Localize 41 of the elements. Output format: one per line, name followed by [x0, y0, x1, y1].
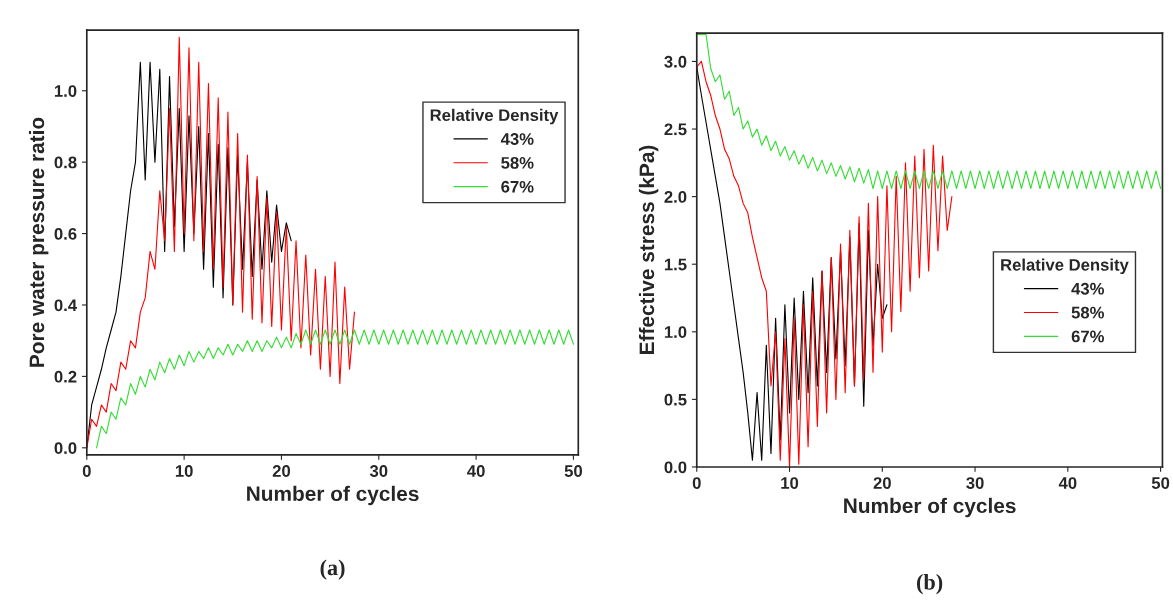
legend-label: 58% — [501, 156, 534, 169]
x-axis-title: Number of cycles — [247, 485, 419, 506]
x-tick-label: 10 — [175, 465, 193, 477]
x-tick-label: 20 — [272, 465, 291, 477]
legend-label: 43% — [1071, 282, 1105, 295]
x-tick-label: 10 — [781, 477, 799, 489]
legend-label: 43% — [500, 133, 534, 145]
y-tick-label: 0.0 — [664, 461, 687, 474]
y-tick-label: 0.0 — [54, 442, 77, 455]
x-tick-label: 20 — [873, 477, 891, 489]
legend-label: 67% — [501, 180, 534, 193]
x-tick-label: 40 — [1058, 477, 1077, 489]
legend-label: 58% — [1071, 306, 1105, 319]
legend-title: Relative Density — [1001, 258, 1129, 275]
y-tick-label: 2.0 — [664, 191, 687, 203]
y-tick-label: 0.8 — [54, 156, 77, 169]
y-tick-label: 1.5 — [664, 258, 687, 271]
x-axis-title: Number of cycles — [844, 497, 1016, 518]
x-tick-label: 0 — [82, 465, 91, 477]
y-tick-label: 2.5 — [664, 123, 687, 136]
y-tick-label: 0.4 — [54, 299, 77, 312]
text: (b) — [917, 574, 943, 595]
x-tick-label: 50 — [1151, 477, 1170, 489]
line-series — [696, 60, 953, 467]
y-tick-label: 1.0 — [54, 85, 77, 97]
y-tick-label: 0.6 — [54, 227, 77, 240]
line-series — [95, 329, 574, 449]
y-tick-label: 1.0 — [664, 326, 687, 338]
x-tick-label: 50 — [564, 465, 583, 477]
y-axis-title: Pore water pressure ratio — [28, 117, 49, 367]
x-tick-label: 30 — [369, 465, 388, 477]
y-tick-label: 0.2 — [54, 370, 77, 383]
y-tick-label: 0.5 — [664, 393, 687, 406]
y-axis-title: Effective stress (kPa) — [638, 145, 659, 354]
legend-title: Relative Density — [430, 108, 559, 125]
x-tick-label: 30 — [966, 477, 984, 489]
x-tick-label: 40 — [467, 465, 485, 477]
text: (a) — [320, 559, 345, 580]
x-tick-label: 0 — [692, 477, 701, 489]
y-tick-label: 3.0 — [664, 55, 687, 68]
legend-label: 67% — [1071, 330, 1105, 343]
